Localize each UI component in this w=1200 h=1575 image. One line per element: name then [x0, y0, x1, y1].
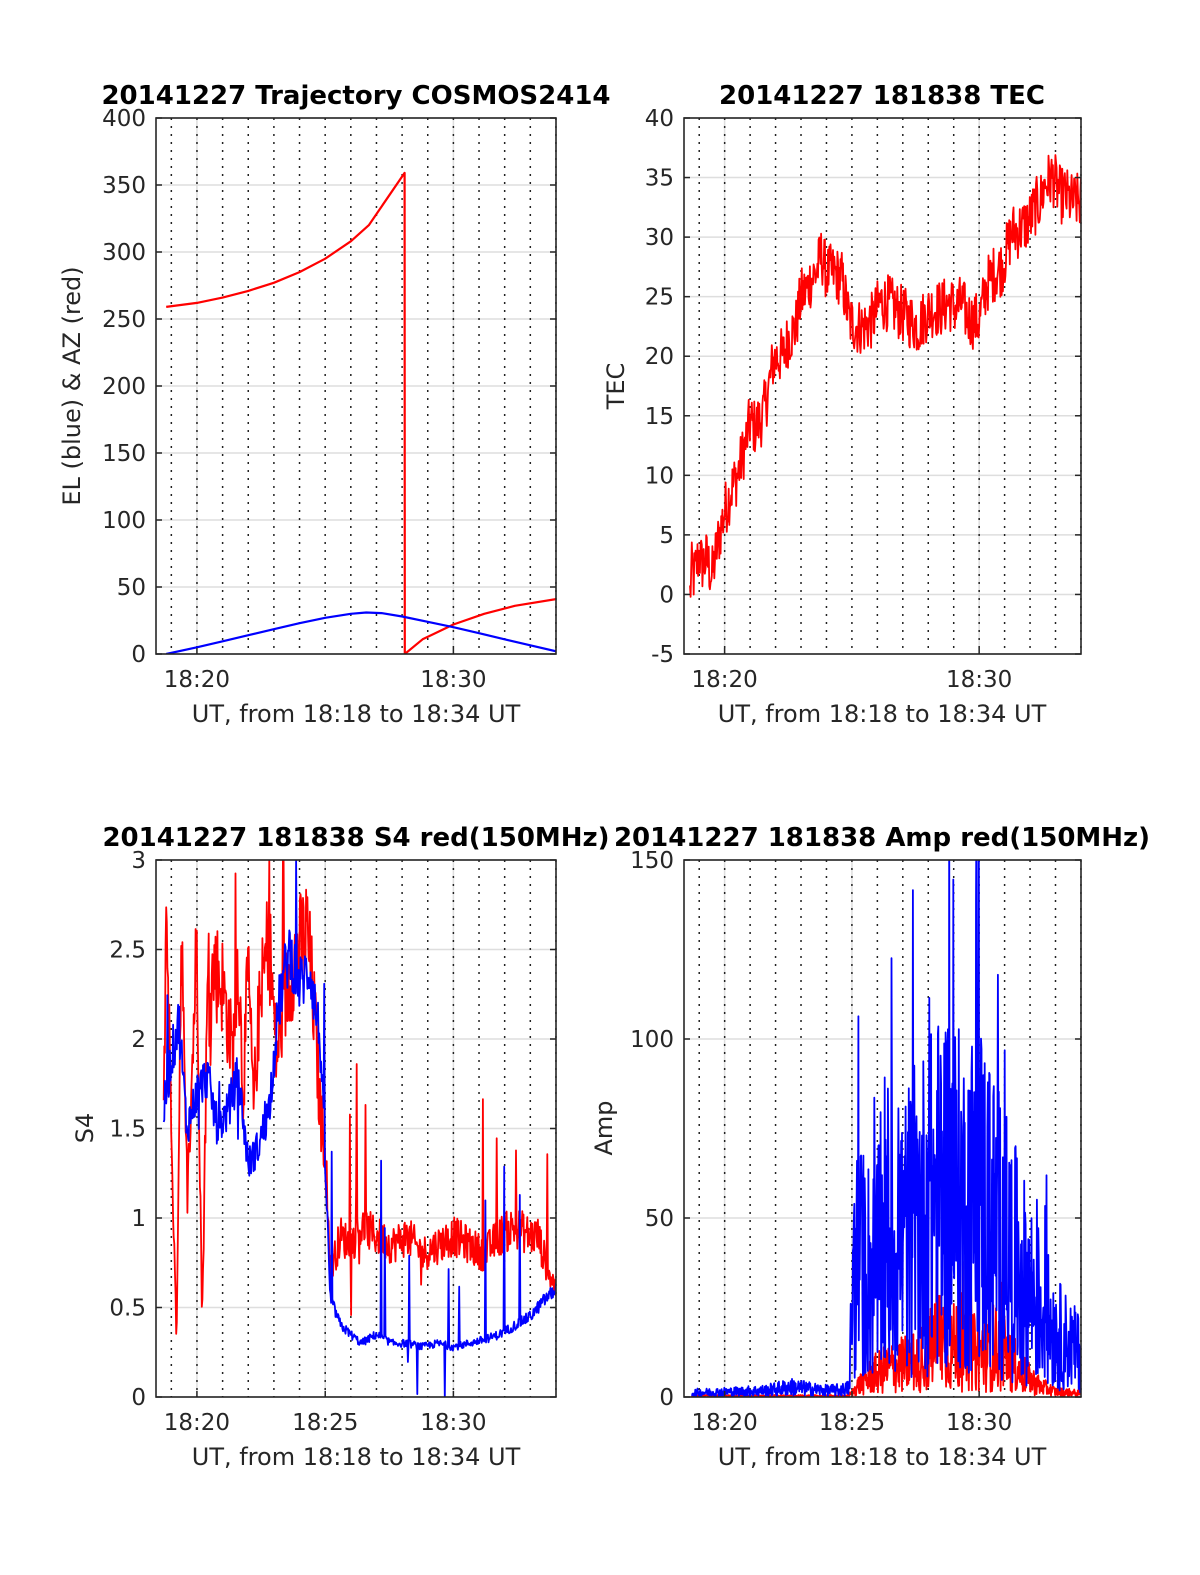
y-tick-label: 250: [102, 307, 146, 333]
y-axis-label: S4: [71, 1113, 99, 1144]
y-axis-label: EL (blue) & AZ (red): [58, 266, 86, 505]
y-tick-label: 150: [630, 848, 674, 874]
y-tick-label: 300: [102, 240, 146, 266]
y-tick-label: 0: [131, 1385, 146, 1411]
y-tick-label: 2: [131, 1027, 146, 1053]
y-tick-label: 20: [645, 344, 674, 370]
x-tick-label: 18:20: [691, 667, 757, 693]
chart-title: 20141227 181838 TEC: [719, 81, 1045, 111]
y-tick-label: 5: [659, 523, 674, 549]
series-group: [162, 860, 556, 1397]
y-tick-label: 0.5: [109, 1296, 146, 1322]
chart-title: 20141227 181838 S4 red(150MHz): [102, 823, 609, 853]
x-tick-label: 18:20: [691, 1410, 757, 1436]
series-group: [690, 860, 1081, 1397]
x-axis-label: UT, from 18:18 to 18:34 UT: [718, 1443, 1047, 1471]
y-tick-label: 10: [645, 463, 674, 489]
y-tick-label: 3: [131, 848, 146, 874]
y-tick-label: 150: [102, 441, 146, 467]
y-tick-label: 350: [102, 173, 146, 199]
y-tick-label: 0: [659, 582, 674, 608]
panel-trajectory: 0 50 100 150 200 250 300 350 400 18:20 18:30 UT, fr…: [58, 81, 611, 728]
y-tick-label: 100: [630, 1027, 674, 1053]
panel-s4: 0 0.5 1 1.5 2 2.5 3 18:20 18:25 18:30 UT, from 18:…: [71, 823, 610, 1471]
y-axis-label: TEC: [602, 363, 630, 411]
series-line-red: [166, 171, 556, 654]
y-tick-label: 50: [645, 1206, 674, 1232]
y-tick-label: 15: [645, 404, 674, 430]
series-line-red: [162, 860, 556, 1335]
x-axis-label: UT, from 18:18 to 18:34 UT: [718, 700, 1047, 728]
series-line-blue: [162, 860, 556, 1397]
series-line-blue: [690, 860, 1081, 1397]
y-tick-label: 25: [645, 285, 674, 311]
x-tick-label: 18:30: [420, 1410, 486, 1436]
x-axis-label: UT, from 18:18 to 18:34 UT: [192, 1443, 521, 1471]
x-tick-label: 18:25: [819, 1410, 885, 1436]
y-tick-label: 100: [102, 508, 146, 534]
y-tick-label: 1: [131, 1206, 146, 1232]
y-tick-label: 400: [102, 106, 146, 132]
chart-title: 20141227 Trajectory COSMOS2414: [101, 81, 610, 111]
x-tick-label: 18:30: [946, 1410, 1012, 1436]
x-tick-label: 18:20: [164, 1410, 230, 1436]
x-tick-label: 18:30: [420, 667, 486, 693]
y-tick-label: 0: [131, 642, 146, 668]
series-group: [165, 171, 556, 654]
axes-box: [683, 859, 1082, 1398]
y-tick-label: 50: [117, 575, 146, 601]
y-tick-label: 40: [645, 106, 674, 132]
x-tick-label: 18:20: [164, 667, 230, 693]
x-tick-label: 18:30: [946, 667, 1012, 693]
y-tick-label: 35: [645, 166, 674, 192]
y-tick-label: 0: [659, 1385, 674, 1411]
y-tick-label: -5: [651, 642, 674, 668]
y-tick-label: 2.5: [109, 938, 146, 964]
series-line-blue: [165, 611, 556, 654]
axes-box: [683, 117, 1082, 655]
y-tick-label: 30: [645, 225, 674, 251]
series-line-red: [689, 154, 1081, 598]
plot-area: [684, 118, 1081, 654]
y-tick-label: 200: [102, 374, 146, 400]
series-group: [689, 154, 1081, 598]
panel-amp: 0 50 100 150 18:20 18:25 18:30 UT, from 18:18 t…: [590, 823, 1150, 1471]
x-tick-label: 18:25: [292, 1410, 358, 1436]
x-axis-label: UT, from 18:18 to 18:34 UT: [192, 700, 521, 728]
chart-title: 20141227 181838 Amp red(150MHz): [614, 823, 1150, 853]
y-axis-label: Amp: [590, 1100, 618, 1155]
y-tick-label: 1.5: [109, 1117, 146, 1143]
panel-tec: -5 0 5 10 15 20 25 30 35 40 18:20 18:30 UT, from 18:…: [602, 81, 1082, 728]
